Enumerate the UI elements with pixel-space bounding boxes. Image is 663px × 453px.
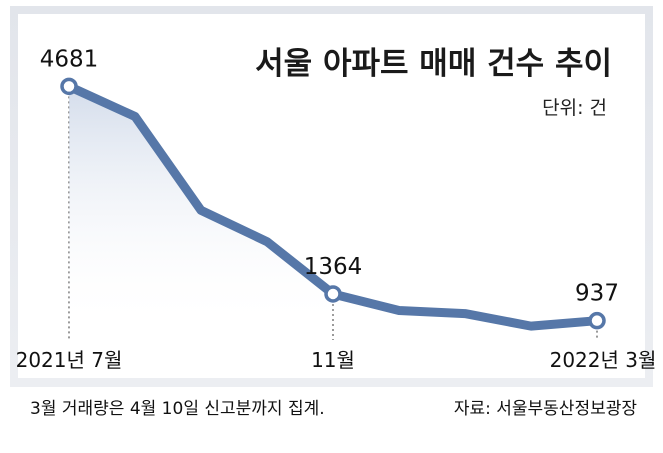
x-tick-label: 2022년 3월: [550, 348, 657, 372]
unit-label: 단위: 건: [542, 97, 607, 119]
x-tick-label: 11월: [311, 348, 355, 372]
footer-source: 자료: 서울부동산정보광장: [454, 399, 638, 419]
footer-note: 3월 거래량은 4월 10일 신고분까지 집계.: [30, 399, 325, 419]
series-area: [69, 86, 597, 330]
data-point-marker: [324, 285, 342, 303]
x-tick-label: 2021년 7월: [16, 348, 123, 372]
x-axis-ticks: 2021년 7월 11월 2022년 3월: [16, 348, 657, 372]
data-label: 937: [575, 281, 619, 307]
data-markers: [60, 77, 606, 330]
data-label: 4681: [40, 46, 99, 72]
chart-title: 서울 아파트 매매 건수 추이: [255, 46, 612, 82]
data-label: 1364: [304, 254, 363, 280]
data-point-marker: [588, 311, 606, 330]
data-point-marker: [60, 77, 78, 96]
data-labels: 4681 1364 937: [40, 46, 619, 306]
